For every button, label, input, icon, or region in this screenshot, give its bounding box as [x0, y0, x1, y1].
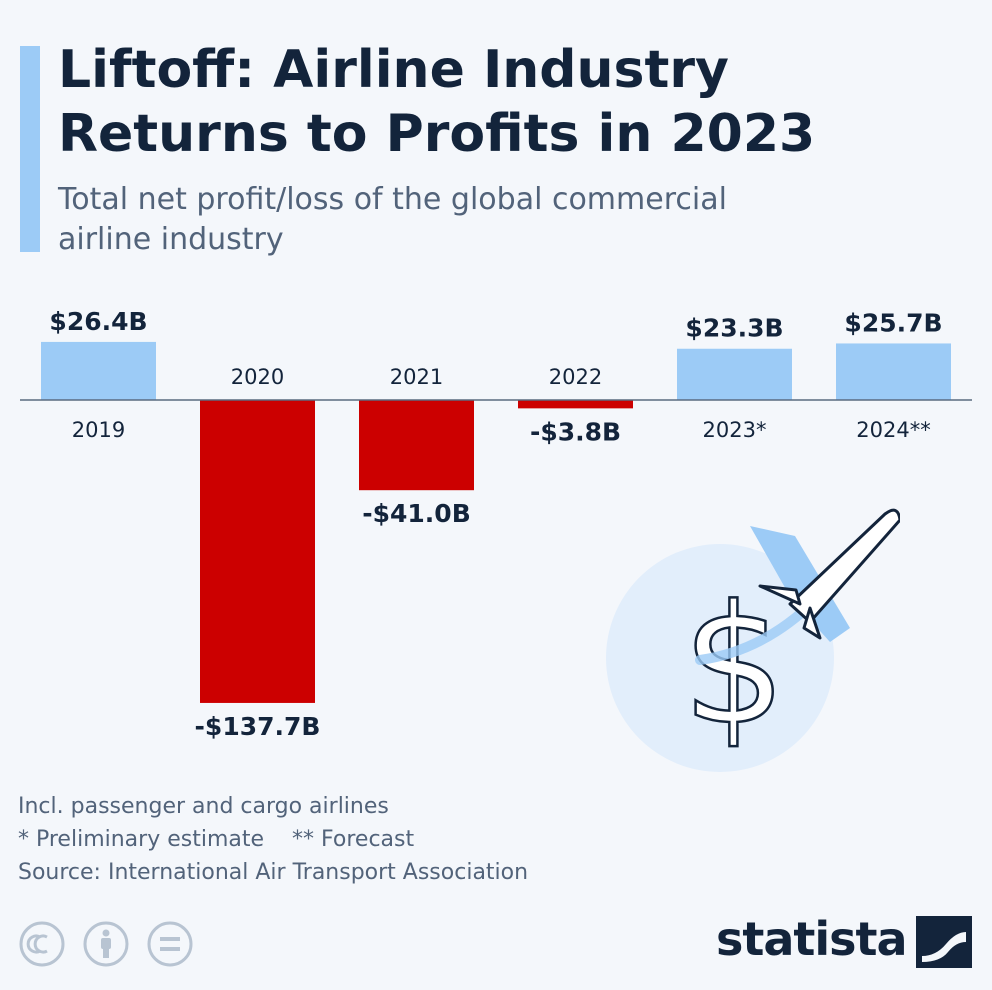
statista-logo-text[interactable]: statista — [716, 912, 908, 966]
bar-2020 — [200, 400, 315, 703]
value-label-2024: $25.7B — [844, 308, 942, 337]
category-label-2019: 2019 — [72, 418, 125, 442]
dollar-sign-icon: $ — [681, 569, 788, 763]
chart-title: Liftoff: Airline Industry Returns to Pro… — [58, 40, 816, 164]
note-scope: Incl. passenger and cargo airlines — [18, 794, 389, 819]
category-label-2023: 2023* — [703, 418, 767, 442]
airplane-icon — [695, 508, 900, 665]
note-preliminary: * Preliminary estimate — [18, 827, 265, 852]
title-accent-bar — [20, 46, 40, 252]
statista-logo-icon[interactable] — [916, 916, 972, 968]
value-label-2020: -$137.7B — [195, 712, 321, 741]
bar-2019 — [41, 341, 156, 400]
category-label-2020: 2020 — [231, 365, 284, 389]
bar-2021 — [359, 400, 474, 491]
bar-2022 — [518, 400, 633, 409]
note-forecast: ** Forecast — [292, 827, 415, 852]
bar-2024 — [836, 343, 951, 400]
note-source: Source: International Air Transport Asso… — [18, 860, 529, 885]
value-label-2021: -$41.0B — [362, 499, 471, 528]
attribution-icon[interactable] — [83, 921, 129, 967]
value-label-2022: -$3.8B — [530, 417, 621, 446]
chart-notes: Incl. passenger and cargo airlines * Pre… — [18, 790, 718, 889]
value-label-2019: $26.4B — [49, 307, 147, 336]
cc-icon[interactable] — [19, 921, 65, 967]
note-footnotes: * Preliminary estimate ** Forecast — [18, 823, 718, 856]
chart-subtitle: Total net profit/loss of the global comm… — [58, 182, 727, 257]
category-label-2022: 2022 — [549, 365, 602, 389]
license-icons — [19, 921, 193, 967]
airplane-money-illustration: $ — [606, 508, 900, 772]
no-derivatives-icon[interactable] — [147, 921, 193, 967]
bar-chart: $26.4B 2019 -$137.7B 2020 -$41.0B 2021 -$3.8B 2… — [20, 307, 972, 741]
value-label-2023: $23.3B — [685, 314, 783, 343]
bar-2023 — [677, 348, 792, 400]
svg-text:$: $ — [682, 570, 786, 761]
category-label-2024: 2024** — [856, 418, 930, 442]
category-label-2021: 2021 — [390, 365, 443, 389]
